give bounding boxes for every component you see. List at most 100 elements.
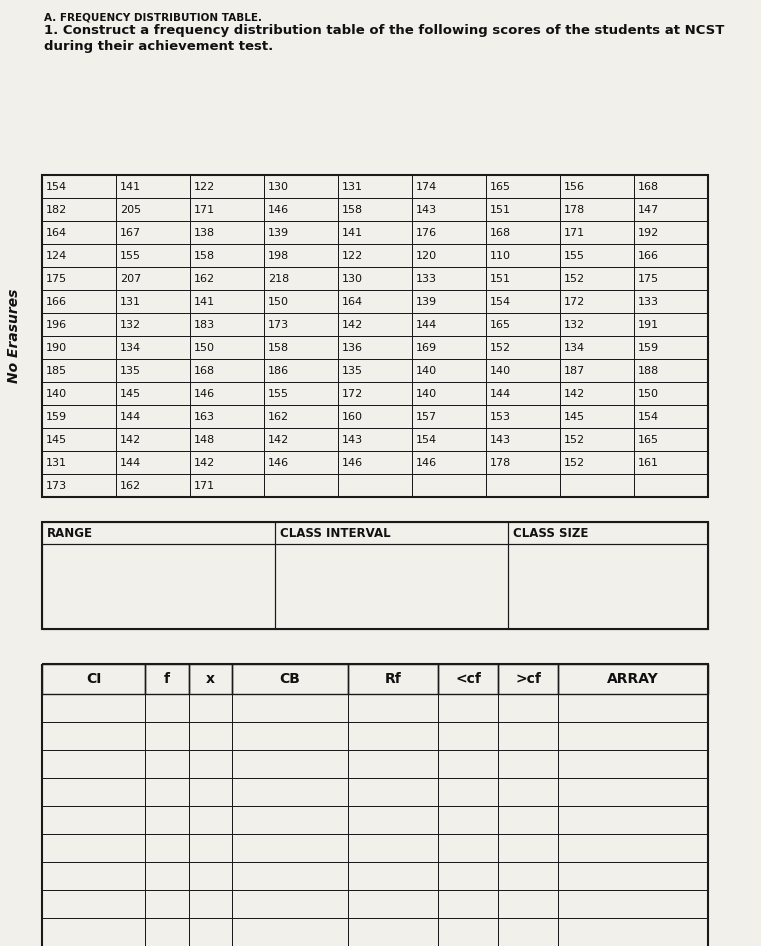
Bar bbox=[560, 198, 634, 221]
Text: 183: 183 bbox=[194, 320, 215, 329]
Text: 141: 141 bbox=[342, 227, 363, 237]
Bar bbox=[116, 336, 190, 359]
Bar bbox=[438, 834, 498, 862]
Bar bbox=[438, 694, 498, 722]
Text: 148: 148 bbox=[194, 434, 215, 445]
Bar bbox=[486, 313, 560, 336]
Bar bbox=[42, 221, 116, 244]
Text: 186: 186 bbox=[268, 365, 289, 376]
Text: 205: 205 bbox=[120, 204, 141, 215]
Text: 120: 120 bbox=[416, 251, 437, 260]
Bar bbox=[634, 359, 708, 382]
Bar bbox=[486, 474, 560, 497]
Text: 155: 155 bbox=[120, 251, 141, 260]
Bar bbox=[275, 544, 508, 629]
Text: 131: 131 bbox=[120, 296, 141, 307]
Text: 142: 142 bbox=[120, 434, 142, 445]
Text: 1. Construct a frequency distribution table of the following scores of the stude: 1. Construct a frequency distribution ta… bbox=[44, 24, 724, 37]
Bar bbox=[190, 175, 264, 198]
Bar bbox=[338, 359, 412, 382]
Bar bbox=[438, 890, 498, 918]
Text: 175: 175 bbox=[638, 273, 659, 284]
Bar bbox=[116, 382, 190, 405]
Text: 157: 157 bbox=[416, 412, 437, 422]
Text: 140: 140 bbox=[416, 389, 437, 398]
Text: 152: 152 bbox=[490, 342, 511, 353]
Bar bbox=[42, 198, 116, 221]
Bar bbox=[412, 405, 486, 428]
Bar bbox=[264, 175, 338, 198]
Bar bbox=[145, 918, 189, 946]
Bar bbox=[42, 522, 708, 629]
Bar bbox=[486, 428, 560, 451]
Bar bbox=[189, 806, 232, 834]
Bar bbox=[264, 428, 338, 451]
Bar bbox=[560, 313, 634, 336]
Bar bbox=[116, 290, 190, 313]
Text: 191: 191 bbox=[638, 320, 659, 329]
Bar bbox=[558, 722, 708, 750]
Text: 130: 130 bbox=[268, 182, 289, 191]
Bar bbox=[634, 451, 708, 474]
Bar bbox=[634, 428, 708, 451]
Bar bbox=[486, 359, 560, 382]
Text: No Erasures: No Erasures bbox=[7, 289, 21, 383]
Bar bbox=[349, 806, 438, 834]
Bar bbox=[145, 664, 189, 694]
Text: 162: 162 bbox=[268, 412, 289, 422]
Bar bbox=[116, 428, 190, 451]
Bar bbox=[116, 221, 190, 244]
Bar bbox=[42, 664, 708, 946]
Bar bbox=[42, 175, 116, 198]
Bar bbox=[42, 862, 145, 890]
Bar bbox=[42, 267, 116, 290]
Bar bbox=[189, 664, 232, 694]
Text: 150: 150 bbox=[638, 389, 659, 398]
Text: 142: 142 bbox=[268, 434, 289, 445]
Text: ARRAY: ARRAY bbox=[607, 672, 659, 686]
Text: 146: 146 bbox=[416, 458, 437, 467]
Text: 160: 160 bbox=[342, 412, 363, 422]
Bar bbox=[498, 862, 558, 890]
Text: 130: 130 bbox=[342, 273, 363, 284]
Text: Rf: Rf bbox=[385, 672, 402, 686]
Bar bbox=[486, 382, 560, 405]
Bar bbox=[349, 834, 438, 862]
Bar bbox=[145, 694, 189, 722]
Text: 144: 144 bbox=[416, 320, 438, 329]
Bar bbox=[189, 750, 232, 778]
Text: 143: 143 bbox=[342, 434, 363, 445]
Text: 146: 146 bbox=[268, 204, 289, 215]
Text: 124: 124 bbox=[46, 251, 67, 260]
Bar bbox=[190, 267, 264, 290]
Bar bbox=[264, 267, 338, 290]
Text: 198: 198 bbox=[268, 251, 289, 260]
Text: 169: 169 bbox=[416, 342, 437, 353]
Bar bbox=[349, 862, 438, 890]
Bar bbox=[438, 722, 498, 750]
Bar bbox=[338, 198, 412, 221]
Bar bbox=[498, 834, 558, 862]
Bar bbox=[560, 359, 634, 382]
Text: 190: 190 bbox=[46, 342, 67, 353]
Bar bbox=[42, 336, 116, 359]
Bar bbox=[264, 221, 338, 244]
Bar bbox=[412, 474, 486, 497]
Bar bbox=[412, 336, 486, 359]
Text: 141: 141 bbox=[194, 296, 215, 307]
Bar bbox=[145, 778, 189, 806]
Bar bbox=[190, 474, 264, 497]
Bar bbox=[412, 290, 486, 313]
Text: 143: 143 bbox=[490, 434, 511, 445]
Bar bbox=[264, 382, 338, 405]
Bar bbox=[338, 221, 412, 244]
Text: >cf: >cf bbox=[515, 672, 541, 686]
Bar bbox=[42, 522, 275, 544]
Text: 142: 142 bbox=[194, 458, 215, 467]
Bar bbox=[145, 834, 189, 862]
Bar bbox=[486, 175, 560, 198]
Text: CB: CB bbox=[279, 672, 301, 686]
Text: 168: 168 bbox=[490, 227, 511, 237]
Bar bbox=[498, 694, 558, 722]
Bar bbox=[634, 290, 708, 313]
